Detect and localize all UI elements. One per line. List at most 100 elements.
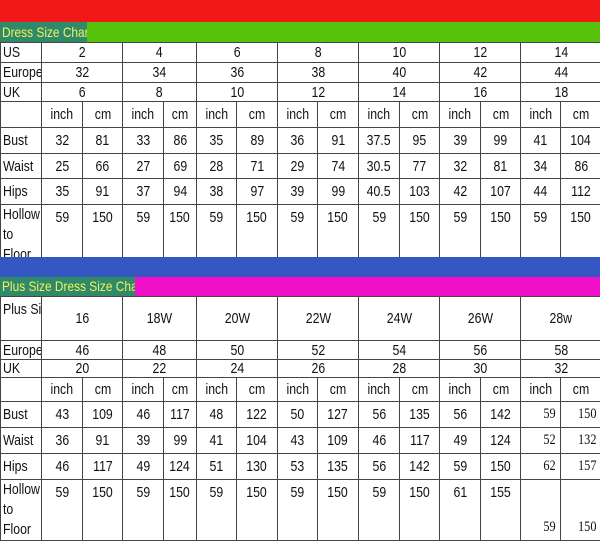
unit-inch: inch	[440, 102, 481, 128]
row-label: Europe	[1, 63, 42, 83]
size-value: 52	[278, 341, 359, 360]
measure-value: 99	[318, 179, 359, 205]
measure-value: 91	[318, 128, 359, 154]
plus-chart-title: Plus Size Dress Size Chart	[0, 277, 135, 296]
unit-cm: cm	[164, 378, 197, 402]
unit-inch: inch	[42, 102, 83, 128]
row-label: Bust	[1, 128, 42, 154]
row-label: Waist	[1, 428, 42, 454]
measure-value: 86	[561, 154, 600, 179]
plus-title-bar: Plus Size Dress Size Chart	[0, 277, 600, 296]
measure-value: 91	[83, 179, 123, 205]
measure-value: 61	[440, 480, 481, 541]
measure-value: 71	[237, 154, 278, 179]
size-value: 10	[359, 43, 440, 63]
measure-value: 38	[197, 179, 237, 205]
unit-cm: cm	[400, 378, 440, 402]
size-value: 2	[42, 43, 123, 63]
unit-inch: inch	[42, 378, 83, 402]
measure-value: 59	[440, 454, 481, 480]
measure-value: 52	[521, 428, 561, 454]
measure-value: 37.5	[359, 128, 400, 154]
measure-value: 127	[318, 402, 359, 428]
size-value: 30	[440, 360, 521, 378]
measure-value: 124	[481, 428, 521, 454]
size-value: 46	[42, 341, 123, 360]
measure-value: 39	[278, 179, 318, 205]
size-value: 36	[197, 63, 278, 83]
size-value: 22W	[278, 297, 359, 341]
measure-value: 130	[237, 454, 278, 480]
measure-value: 33	[123, 128, 164, 154]
measure-value: 97	[237, 179, 278, 205]
measure-value: 41	[521, 128, 561, 154]
measure-value: 42	[440, 179, 481, 205]
measure-value: 109	[83, 402, 123, 428]
measure-value: 122	[237, 402, 278, 428]
measure-value: 50	[278, 402, 318, 428]
unit-inch: inch	[521, 102, 561, 128]
measure-value: 89	[237, 128, 278, 154]
unit-cm: cm	[237, 378, 278, 402]
unit-inch: inch	[278, 102, 318, 128]
measure-value: 36	[278, 128, 318, 154]
measure-value: 62	[521, 454, 561, 480]
measure-value: 59	[359, 480, 400, 541]
size-value: 32	[42, 63, 123, 83]
measure-value: 46	[123, 402, 164, 428]
size-value: 8	[123, 83, 197, 102]
unit-inch: inch	[359, 102, 400, 128]
measure-value: 103	[400, 179, 440, 205]
measure-value: 59	[278, 480, 318, 541]
size-value: 54	[359, 341, 440, 360]
measure-value: 104	[237, 428, 278, 454]
size-value: 16	[42, 297, 123, 341]
unit-inch: inch	[197, 378, 237, 402]
measure-value: 112	[561, 179, 600, 205]
size-value: 42	[440, 63, 521, 83]
size-value: 28w	[521, 297, 600, 341]
measure-value: 56	[440, 402, 481, 428]
size-value: 20	[42, 360, 123, 378]
measure-value: 150	[481, 454, 521, 480]
measure-value: 32	[42, 128, 83, 154]
measure-value: 150	[237, 480, 278, 541]
unit-cm: cm	[561, 102, 600, 128]
measure-value: 51	[197, 454, 237, 480]
measure-value: 32	[440, 154, 481, 179]
size-value: 18	[521, 83, 600, 102]
measure-value: 53	[278, 454, 318, 480]
empty-cell	[1, 378, 42, 402]
measure-value: 66	[83, 154, 123, 179]
size-value: 14	[359, 83, 440, 102]
measure-value: 59	[42, 480, 83, 541]
measure-value: 99	[164, 428, 197, 454]
unit-cm: cm	[561, 378, 600, 402]
measure-value: 150	[400, 480, 440, 541]
measure-value: 117	[83, 454, 123, 480]
measure-value: 59	[521, 402, 561, 428]
measure-value: 25	[42, 154, 83, 179]
measure-value: 109	[318, 428, 359, 454]
size-value: 12	[278, 83, 359, 102]
unit-inch: inch	[521, 378, 561, 402]
size-value: 56	[440, 341, 521, 360]
measure-value: 150	[83, 480, 123, 541]
size-value: 26	[278, 360, 359, 378]
measure-value: 150	[561, 480, 600, 541]
row-label: Hollow to Floor	[1, 480, 42, 541]
measure-value: 39	[123, 428, 164, 454]
size-value: 44	[521, 63, 600, 83]
unit-cm: cm	[481, 378, 521, 402]
measure-value: 117	[400, 428, 440, 454]
size-value: 18W	[123, 297, 197, 341]
unit-cm: cm	[400, 102, 440, 128]
measure-value: 81	[83, 128, 123, 154]
measure-value: 56	[359, 454, 400, 480]
size-value: 50	[197, 341, 278, 360]
measure-value: 46	[42, 454, 83, 480]
